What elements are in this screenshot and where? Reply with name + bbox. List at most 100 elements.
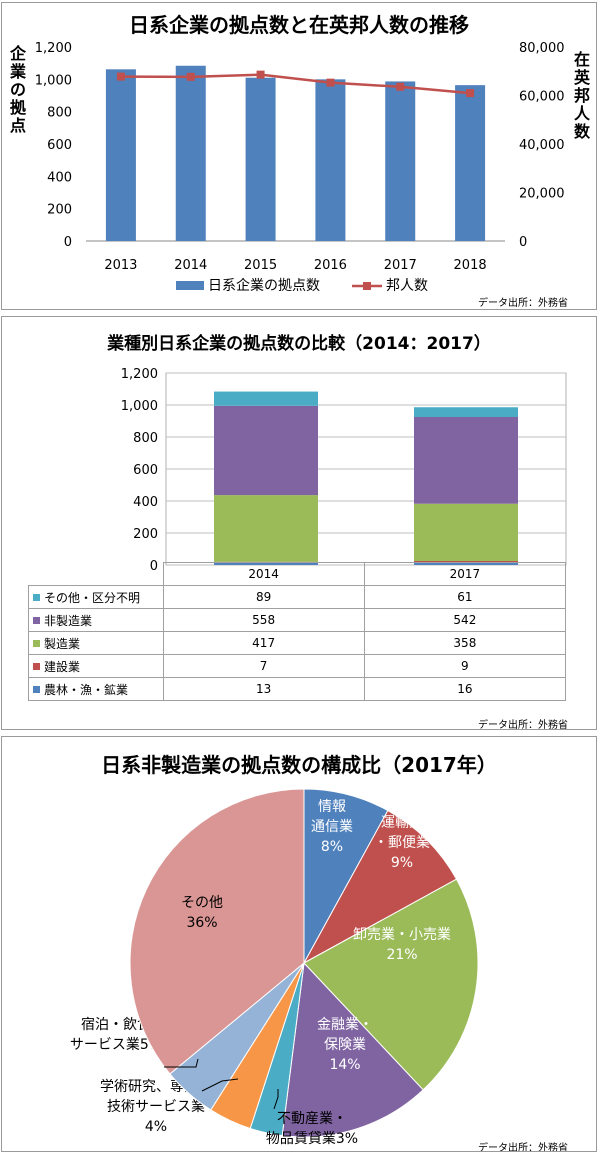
chart1-x-tick-label: 2017	[384, 258, 417, 273]
table-header-cell: 2017	[363, 562, 567, 586]
chart1-x-tick-label: 2016	[314, 258, 347, 273]
chart1-line-point	[326, 78, 335, 87]
table-cell: 9	[363, 654, 567, 678]
chart1-x-tick-label: 2013	[104, 258, 137, 273]
chart2-y-tick-label: 600	[133, 463, 158, 478]
chart1-bar	[315, 79, 346, 241]
chart1-line-point	[186, 72, 195, 81]
chart2-y-tick-label: 800	[133, 431, 158, 446]
chart1-left-tick-label: 1,200	[35, 41, 72, 56]
chart2-bar-segment	[414, 407, 518, 417]
table-header-cell: 2014	[162, 562, 365, 586]
chart1-line-point	[396, 82, 405, 91]
chart1-left-tick-label: 400	[47, 170, 72, 185]
chart3-pie-slice	[129, 788, 305, 1075]
chart-panel-industry: 業種別日系企業の拠点数の比較（2014：2017） 0 200 400 600 800 1…	[1, 316, 597, 730]
table-cell: 558	[162, 608, 365, 632]
chart3-pie: 情報通信業 8% 運輸業・郵便業 9% 卸売業・小売業 21% 金融業・保険業 14% 不動産業…	[70, 788, 479, 1147]
chart3-leader-line	[201, 1078, 239, 1092]
chart2-title: 業種別日系企業の拠点数の比較（2014：2017）	[107, 334, 491, 354]
legend-swatch	[33, 616, 40, 624]
chart2-y-tick-label: 400	[133, 495, 158, 510]
chart1-left-tick-label: 600	[47, 138, 72, 153]
chart2-data-table: 2014 2017 その他・区分不明 89 61 非製造業 558 542 製造業 417 358 建…	[28, 562, 567, 701]
table-row: 製造業 417 358	[28, 631, 567, 655]
chart3-pie-slice	[281, 961, 424, 1138]
chart1-right-axis-label: 在英邦人数	[573, 50, 590, 141]
chart1-x-tick-label: 2015	[244, 258, 277, 273]
chart3-pie-slice	[302, 809, 458, 965]
chart1-legend-swatch-marker	[363, 282, 371, 290]
chart2-bar-segment	[414, 503, 518, 561]
chart3-slice-label: 卸売業・小売業 21%	[353, 927, 451, 963]
chart1-left-tick-label: 800	[47, 106, 72, 121]
chart3-title: 日系非製造業の拠点数の構成比（2017年）	[101, 753, 497, 777]
chart3-slice-label: 宿泊・飲食サービス業5%	[70, 1016, 162, 1053]
table-cell: 61	[363, 585, 567, 609]
table-row-label: 建設業	[28, 654, 164, 678]
table-row: 非製造業 558 542	[28, 608, 567, 632]
chart2-source: データ出所：外務省	[478, 720, 568, 730]
chart1-right-tick-label: 40,000	[519, 138, 565, 153]
table-cell: 13	[162, 677, 365, 701]
chart1-bar	[175, 65, 206, 242]
chart1-left-axis-label: 企業の拠点	[9, 44, 26, 135]
chart1-right-tick-label: 0	[519, 235, 527, 250]
chart1-title: 日系企業の拠点数と在英邦人数の推移	[129, 13, 469, 37]
chart1-right-tick-label: 20,000	[519, 187, 565, 202]
table-cell: 417	[162, 631, 365, 655]
chart1-right-tick-label: 80,000	[519, 41, 565, 56]
chart1-bar	[385, 81, 416, 241]
table-header-row: 2014 2017	[28, 562, 567, 586]
chart1-x-tick-label: 2018	[454, 258, 487, 273]
chart2-y-tick-label: 1,000	[121, 399, 158, 414]
legend-swatch	[33, 662, 40, 670]
chart3-leader-line	[164, 1058, 199, 1068]
legend-swatch	[33, 685, 40, 693]
table-cell: 542	[363, 608, 567, 632]
chart1-plot: 0 200 400 600 800 1,000 1,200 0 20,000 40,000 60,0…	[35, 41, 565, 294]
chart1-legend-label: 日系企業の拠点数	[208, 277, 320, 294]
chart1-left-tick-label: 200	[47, 203, 72, 218]
chart3-leader-line	[273, 1089, 279, 1110]
chart3-pie-slice	[303, 878, 479, 1091]
chart2-bar-segment	[414, 561, 518, 563]
legend-swatch	[33, 593, 40, 601]
table-corner	[28, 562, 164, 586]
chart1-line-point	[116, 72, 125, 81]
table-cell: 89	[162, 585, 365, 609]
chart3-slice-label: 不動産業・物品賃貸業3%	[266, 1111, 358, 1147]
table-row-label: 製造業	[28, 631, 164, 655]
table-row-label: 農林・漁・鉱業	[28, 677, 164, 701]
chart1-left-tick-label: 1,000	[35, 73, 72, 88]
table-cell: 16	[363, 677, 567, 701]
chart2-bar-segment	[214, 405, 318, 496]
chart1-legend-label: 邦人数	[386, 278, 428, 294]
table-cell: 7	[162, 654, 365, 678]
table-row-label: その他・区分不明	[28, 585, 164, 609]
chart3-source: データ出所：外務省	[478, 1143, 568, 1152]
table-row: 建設業 7 9	[28, 654, 567, 678]
chart1-line-point	[466, 89, 475, 98]
chart2-y-tick-label: 200	[133, 527, 158, 542]
chart2-bar-segment	[414, 417, 518, 504]
chart1-legend-swatch-bars	[176, 281, 204, 290]
chart1-right-tick-label: 60,000	[519, 90, 565, 105]
chart1-bar	[245, 77, 276, 241]
chart1-left-tick-label: 0	[64, 235, 72, 250]
chart1-source: データ出所：外務省	[478, 298, 568, 309]
chart1-bar	[455, 85, 486, 241]
chart3-slice-label: 情報通信業 8%	[311, 799, 353, 855]
chart3-slice-label: その他 36%	[181, 895, 223, 931]
table-row: 農林・漁・鉱業 13 16	[28, 677, 567, 701]
chart2-bar-segment	[214, 495, 318, 562]
chart3-slice-label: 運輸業・郵便業 9%	[374, 815, 430, 871]
chart-panel-trend: 日系企業の拠点数と在英邦人数の推移 企業の拠点 在英邦人数 0 200 400 600…	[1, 2, 597, 310]
chart3-slice-label: 金融業・保険業 14%	[317, 1017, 373, 1073]
table-cell: 358	[363, 631, 567, 655]
chart1-bar	[105, 69, 136, 241]
chart2-bar-segment	[214, 391, 318, 406]
chart1-x-tick-label: 2014	[174, 258, 207, 273]
chart-panel-composition: 日系非製造業の拠点数の構成比（2017年） 情報通信業 8% 運輸業・郵便業 9% 卸売…	[1, 736, 597, 1152]
chart1-line-point	[256, 70, 265, 79]
